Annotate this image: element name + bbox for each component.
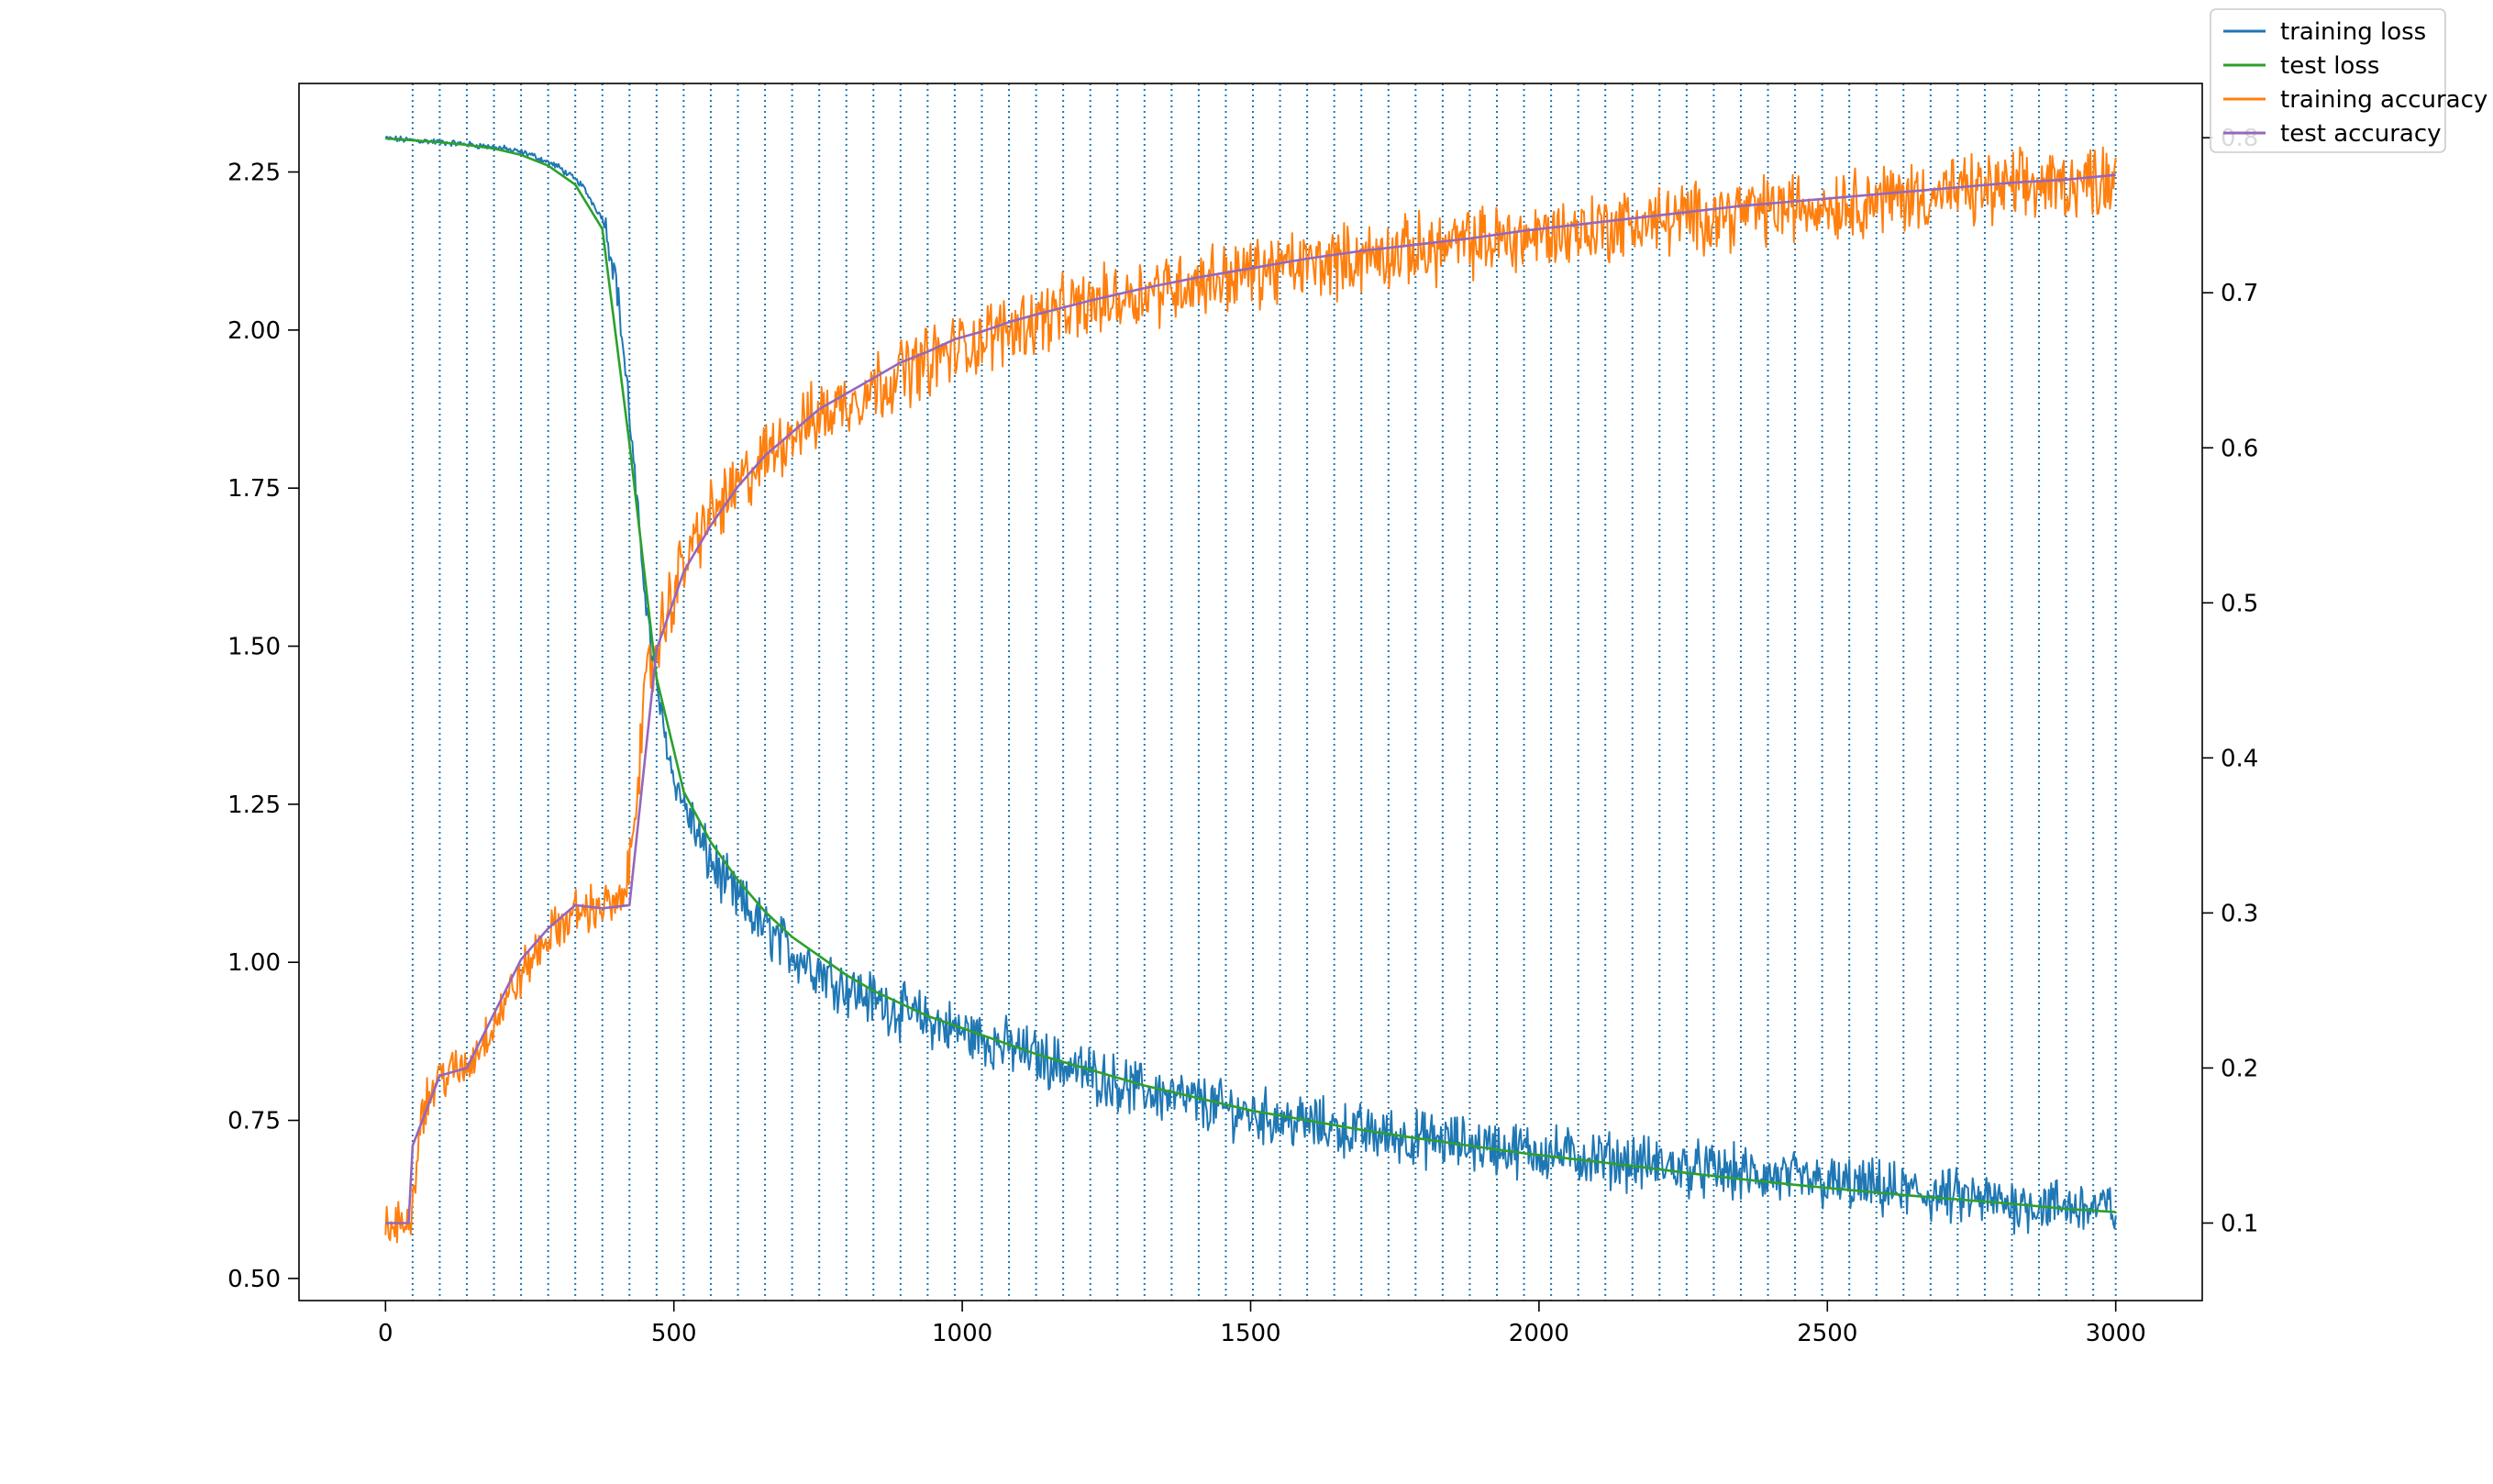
- y-left-tick-label: 0.50: [227, 1266, 281, 1293]
- y-left-tick-label: 1.25: [227, 792, 281, 819]
- y-left-tick-label: 2.00: [227, 317, 281, 345]
- x-tick-label: 1500: [1220, 1320, 1280, 1347]
- x-tick-label: 0: [378, 1320, 393, 1347]
- y-right-tick-label: 0.1: [2221, 1210, 2258, 1237]
- y-right-tick-label: 0.5: [2221, 590, 2258, 617]
- y-right-tick-label: 0.6: [2221, 435, 2258, 462]
- legend-box: [2210, 8, 2446, 153]
- legend-label: test loss: [2280, 52, 2379, 80]
- y-left-tick-label: 1.00: [227, 949, 281, 977]
- series-layer: [384, 135, 2117, 1244]
- series-line-training-accuracy: [384, 146, 2117, 1244]
- x-tick-label: 2500: [1797, 1320, 1857, 1347]
- x-axis: 0 500 1000 1500 2000 2500 3000: [378, 1301, 2146, 1347]
- series-line-training-loss: [384, 135, 2117, 1235]
- y-right-tick-label: 0.2: [2221, 1055, 2258, 1082]
- y-left-tick-label: 1.50: [227, 634, 281, 661]
- x-tick-label: 3000: [2086, 1320, 2146, 1347]
- legend-label: training loss: [2280, 18, 2426, 46]
- y-left-tick-label: 0.75: [227, 1108, 281, 1135]
- y-left-tick-label: 1.75: [227, 475, 281, 503]
- legend: training loss test loss training accuracy t…: [2210, 8, 2487, 153]
- x-tick-label: 2000: [1509, 1320, 1569, 1347]
- x-tick-label: 1000: [932, 1320, 992, 1347]
- y-left-tick-label: 2.25: [227, 160, 281, 187]
- series-line-test-accuracy: [385, 173, 2116, 1224]
- x-tick-label: 500: [651, 1320, 697, 1347]
- y-axis-left: 0.50 0.75 1.00 1.25 1.50 1.75 2.00 2.25: [227, 160, 299, 1293]
- y-right-tick-label: 0.4: [2221, 745, 2258, 772]
- legend-label: test accuracy: [2280, 120, 2442, 148]
- series-line-test-loss: [385, 137, 2116, 1213]
- y-right-tick-label: 0.3: [2221, 900, 2258, 927]
- legend-label: training accuracy: [2280, 86, 2487, 114]
- y-axis-right: 0.10.20.30.40.50.60.70.8: [2202, 125, 2258, 1237]
- y-right-tick-label: 0.7: [2221, 280, 2258, 307]
